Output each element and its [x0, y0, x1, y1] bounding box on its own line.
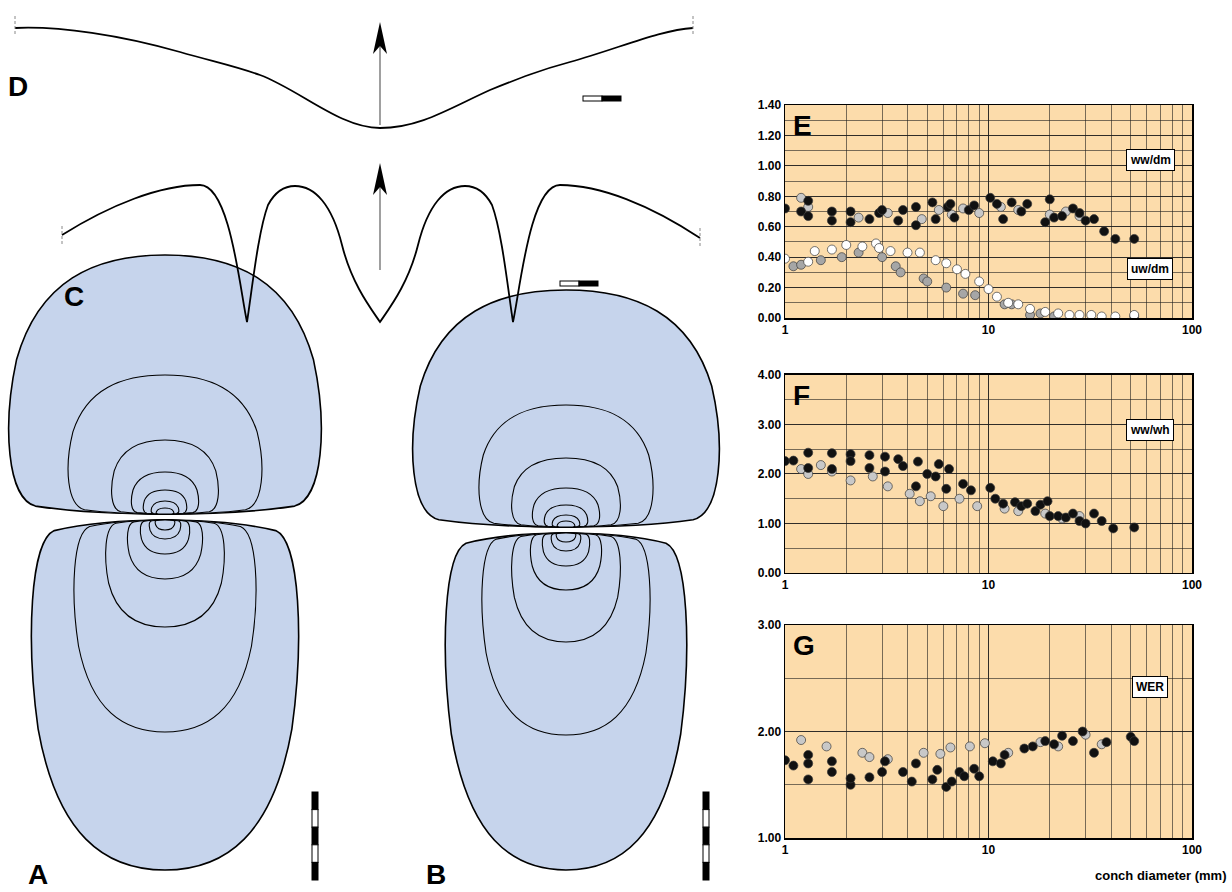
svg-text:0.20: 0.20: [758, 281, 782, 295]
svg-text:0.60: 0.60: [758, 220, 782, 234]
svg-text:3.00: 3.00: [758, 618, 782, 632]
svg-text:1.00: 1.00: [758, 159, 782, 173]
svg-text:0.00: 0.00: [758, 311, 782, 325]
svg-text:1.00: 1.00: [758, 831, 782, 845]
svg-text:conch diameter (mm): conch diameter (mm): [1095, 868, 1226, 883]
svg-text:uw/dm: uw/dm: [1131, 262, 1169, 276]
svg-text:0.00: 0.00: [758, 566, 782, 580]
svg-text:1: 1: [782, 323, 789, 337]
svg-text:B: B: [426, 859, 446, 890]
svg-text:1.00: 1.00: [758, 517, 782, 531]
svg-text:F: F: [793, 380, 810, 411]
svg-text:ww/wh: ww/wh: [1130, 423, 1170, 437]
svg-text:2.00: 2.00: [758, 725, 782, 739]
svg-text:E: E: [793, 110, 812, 141]
svg-text:A: A: [28, 859, 48, 890]
svg-text:1.20: 1.20: [758, 129, 782, 143]
svg-text:1: 1: [782, 578, 789, 592]
svg-text:100: 100: [1182, 578, 1202, 592]
svg-text:10: 10: [982, 578, 996, 592]
svg-text:100: 100: [1182, 843, 1202, 857]
svg-text:ww/dm: ww/dm: [1130, 153, 1171, 167]
svg-text:0.40: 0.40: [758, 250, 782, 264]
svg-text:0.80: 0.80: [758, 189, 782, 203]
svg-text:2.00: 2.00: [758, 467, 782, 481]
svg-text:G: G: [793, 630, 815, 661]
svg-text:D: D: [8, 71, 28, 102]
svg-text:4.00: 4.00: [758, 368, 782, 382]
svg-text:10: 10: [982, 843, 996, 857]
svg-text:100: 100: [1182, 323, 1202, 337]
svg-text:3.00: 3.00: [758, 418, 782, 432]
svg-text:1.40: 1.40: [758, 98, 782, 112]
svg-text:1: 1: [782, 843, 789, 857]
svg-text:WER: WER: [1136, 680, 1164, 694]
svg-text:C: C: [64, 281, 84, 312]
svg-text:10: 10: [982, 323, 996, 337]
